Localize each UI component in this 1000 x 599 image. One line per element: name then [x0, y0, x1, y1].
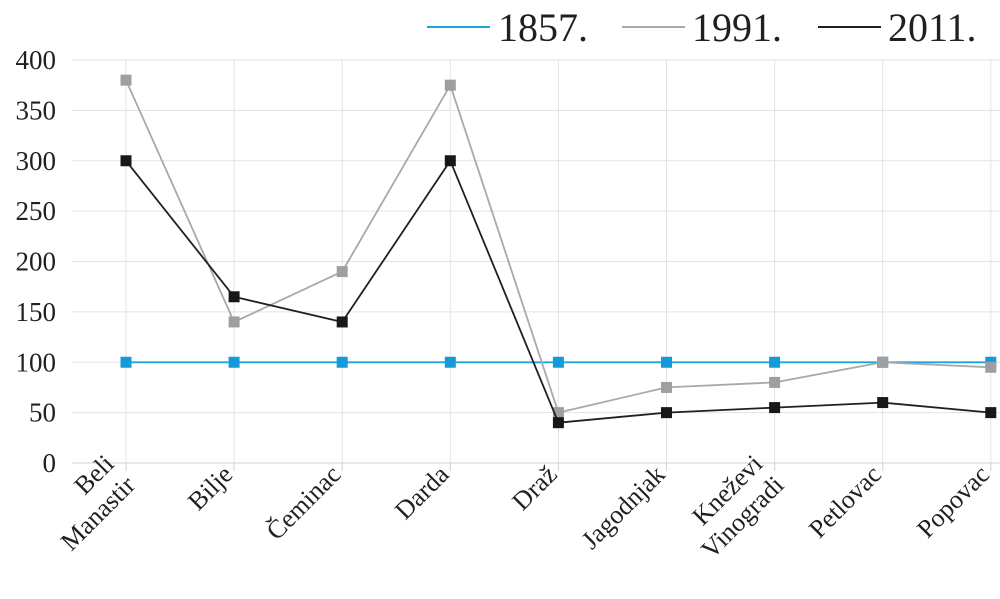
- x-tick-label: Jagodnjak: [576, 460, 671, 555]
- data-point: [228, 316, 240, 328]
- y-tick-label: 100: [16, 347, 57, 377]
- legend-label: 1991.: [692, 5, 782, 50]
- y-tick-label: 400: [16, 45, 57, 75]
- y-tick-label: 0: [43, 448, 57, 478]
- data-point: [985, 361, 997, 373]
- data-point: [985, 407, 997, 419]
- data-point: [120, 155, 132, 167]
- data-point: [769, 402, 781, 414]
- data-point: [661, 381, 672, 393]
- y-tick-label: 350: [16, 95, 57, 125]
- x-tick-label: Popovac: [911, 460, 995, 544]
- data-point: [444, 155, 456, 167]
- data-point: [552, 407, 564, 419]
- data-point: [769, 356, 781, 368]
- x-tick-label: Bilje: [182, 460, 238, 516]
- y-tick-label: 300: [16, 146, 57, 176]
- data-point: [336, 316, 348, 328]
- data-point: [228, 356, 240, 368]
- data-point: [444, 356, 456, 368]
- data-point: [552, 356, 564, 368]
- data-point: [877, 397, 889, 409]
- x-tick-label: Darda: [389, 459, 455, 525]
- data-point: [661, 356, 672, 368]
- x-tick-label: Draž: [506, 460, 562, 516]
- data-point: [444, 79, 456, 91]
- data-point: [228, 291, 240, 303]
- data-point: [769, 376, 781, 388]
- legend-label: 2011.: [888, 5, 977, 50]
- x-tick-label: Čeminac: [261, 460, 347, 546]
- data-point: [877, 356, 889, 368]
- data-point: [552, 417, 564, 429]
- data-point: [336, 266, 348, 278]
- legend-label: 1857.: [498, 5, 588, 50]
- x-tick-label: KneževiVinogradi: [674, 449, 789, 564]
- y-tick-label: 50: [29, 398, 56, 428]
- data-point: [120, 356, 132, 368]
- data-point: [661, 407, 672, 419]
- y-tick-label: 250: [16, 196, 57, 226]
- y-tick-label: 150: [16, 297, 57, 327]
- data-point: [336, 356, 348, 368]
- y-tick-label: 200: [16, 247, 57, 277]
- data-point: [120, 74, 132, 86]
- x-tick-label: Petlovac: [803, 460, 887, 544]
